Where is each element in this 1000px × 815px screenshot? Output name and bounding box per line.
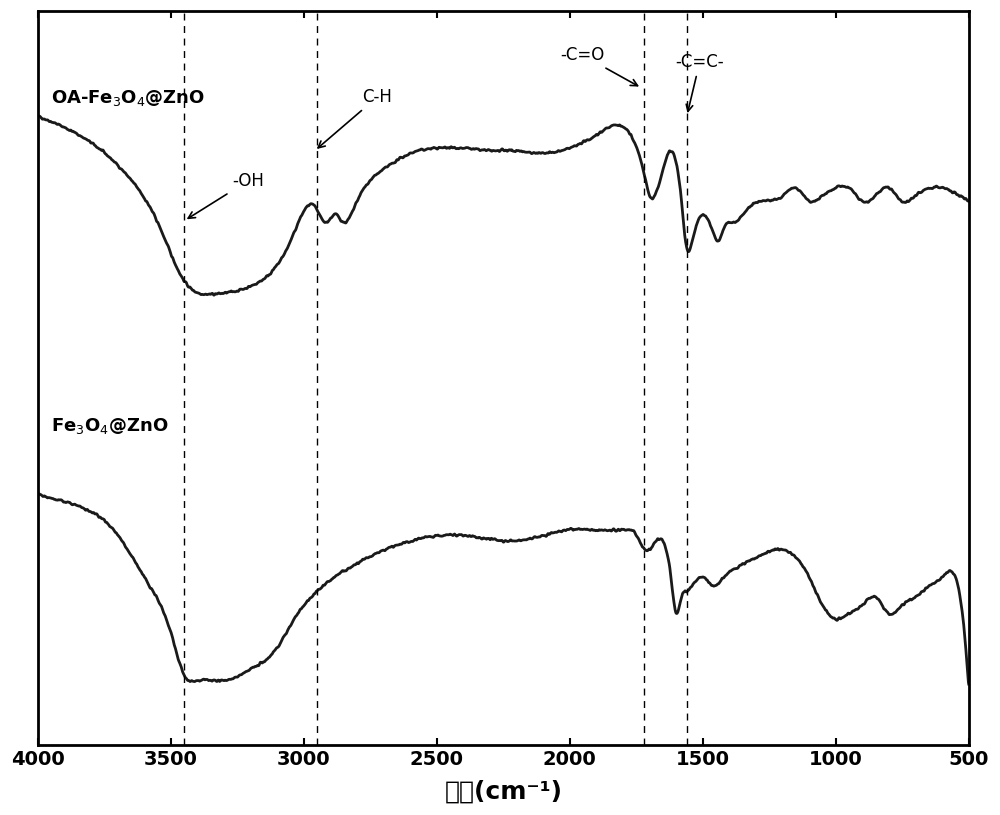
Text: Fe$_3$O$_4$@ZnO: Fe$_3$O$_4$@ZnO: [51, 416, 169, 437]
X-axis label: 波数(cm⁻¹): 波数(cm⁻¹): [444, 780, 562, 804]
Text: -C=C-: -C=C-: [675, 53, 724, 112]
Text: -OH: -OH: [188, 172, 264, 218]
Text: -C=O: -C=O: [560, 46, 638, 86]
Text: C-H: C-H: [318, 88, 392, 148]
Text: OA-Fe$_3$O$_4$@ZnO: OA-Fe$_3$O$_4$@ZnO: [51, 88, 205, 108]
